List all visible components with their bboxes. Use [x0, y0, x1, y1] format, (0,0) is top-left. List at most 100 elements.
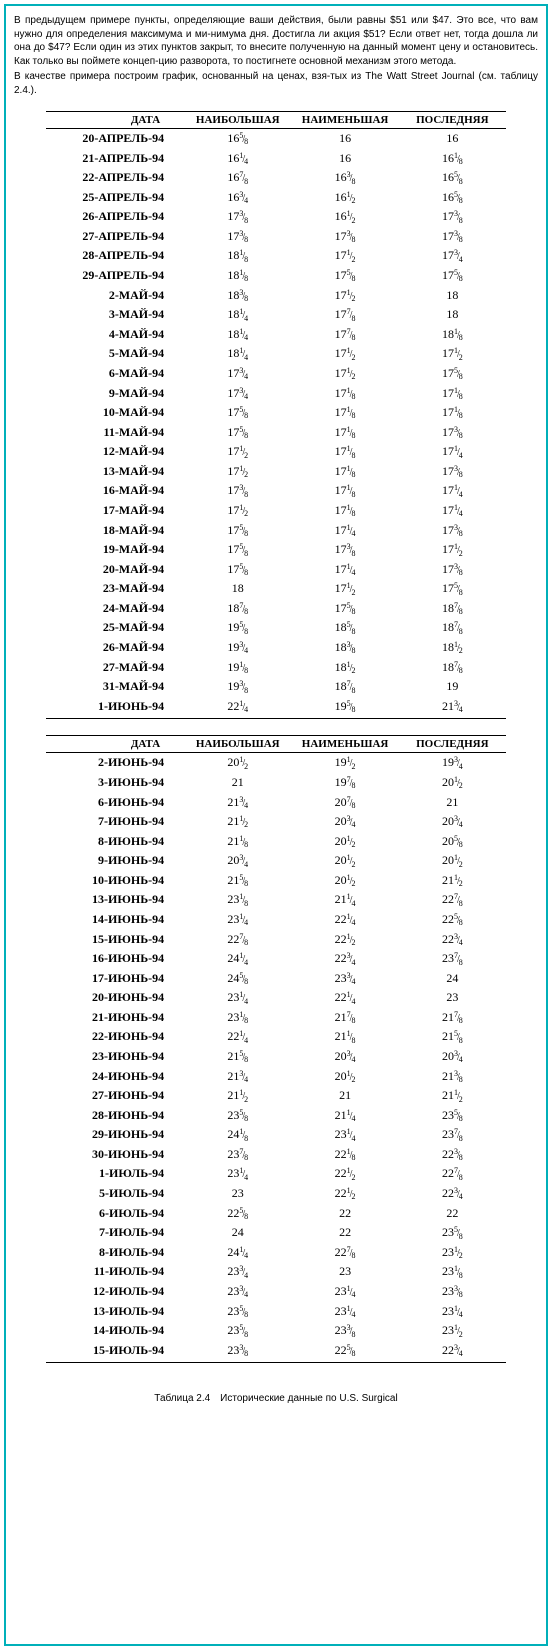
cell-date: 2-ИЮНЬ-94	[46, 753, 184, 773]
table-row: 1-ИЮНЬ-94221/4195/8213/4	[46, 697, 506, 719]
cell-low: 175/8	[291, 266, 398, 286]
cell-date: 31-МАЙ-94	[46, 677, 184, 697]
cell-high: 231/4	[184, 1164, 291, 1184]
cell-date: 15-ИЮЛЬ-94	[46, 1341, 184, 1363]
cell-high: 213/4	[184, 1067, 291, 1087]
cell-low: 211/4	[291, 890, 398, 910]
cell-low: 221/4	[291, 988, 398, 1008]
cell-high: 193/8	[184, 677, 291, 697]
cell-high: 227/8	[184, 930, 291, 950]
cell-high: 173/8	[184, 227, 291, 247]
table-row: 14-ИЮЛЬ-94235/8233/8231/2	[46, 1321, 506, 1341]
cell-high: 161/4	[184, 149, 291, 169]
cell-last: 227/8	[399, 890, 506, 910]
cell-last: 171/4	[399, 481, 506, 501]
table-row: 31-МАЙ-94193/8187/819	[46, 677, 506, 697]
cell-date: 3-МАЙ-94	[46, 305, 184, 325]
cell-last: 201/2	[399, 773, 506, 793]
cell-last: 231/2	[399, 1243, 506, 1263]
cell-low: 197/8	[291, 773, 398, 793]
table-row: 4-МАЙ-94181/4177/8181/8	[46, 325, 506, 345]
cell-high: 241/4	[184, 949, 291, 969]
table-row: 28-ИЮНЬ-94235/8211/4235/8	[46, 1106, 506, 1126]
cell-high: 187/8	[184, 599, 291, 619]
table-row: 25-АПРЕЛЬ-94163/4161/2165/8	[46, 188, 506, 208]
col-header-low: НАИМЕНЬШАЯ	[291, 112, 398, 129]
cell-high: 211/8	[184, 832, 291, 852]
cell-low: 173/8	[291, 227, 398, 247]
table-row: 11-ИЮЛЬ-94233/423231/8	[46, 1262, 506, 1282]
cell-high: 231/8	[184, 1008, 291, 1028]
table-row: 15-ИЮНЬ-94227/8221/2223/4	[46, 930, 506, 950]
cell-date: 1-ИЮНЬ-94	[46, 697, 184, 719]
cell-date: 20-АПРЕЛЬ-94	[46, 129, 184, 149]
table-row: 25-МАЙ-94195/8185/8187/8	[46, 618, 506, 638]
cell-date: 27-АПРЕЛЬ-94	[46, 227, 184, 247]
cell-last: 205/8	[399, 832, 506, 852]
cell-last: 181/8	[399, 325, 506, 345]
cell-high: 225/8	[184, 1204, 291, 1224]
cell-date: 17-МАЙ-94	[46, 501, 184, 521]
cell-high: 215/8	[184, 1047, 291, 1067]
cell-low: 231/4	[291, 1282, 398, 1302]
table-row: 16-ИЮНЬ-94241/4223/4237/8	[46, 949, 506, 969]
cell-last: 223/4	[399, 1341, 506, 1363]
table-row: 17-ИЮНЬ-94245/8233/424	[46, 969, 506, 989]
cell-date: 16-МАЙ-94	[46, 481, 184, 501]
cell-last: 203/4	[399, 812, 506, 832]
cell-low: 171/8	[291, 384, 398, 404]
cell-date: 21-ИЮНЬ-94	[46, 1008, 184, 1028]
cell-high: 211/2	[184, 812, 291, 832]
cell-last: 227/8	[399, 1164, 506, 1184]
cell-last: 235/8	[399, 1223, 506, 1243]
cell-high: 18	[184, 579, 291, 599]
col-header-last: ПОСЛЕДНЯЯ	[399, 112, 506, 129]
cell-high: 193/4	[184, 638, 291, 658]
cell-date: 6-ИЮЛЬ-94	[46, 1204, 184, 1224]
cell-date: 17-ИЮНЬ-94	[46, 969, 184, 989]
cell-low: 231/4	[291, 1302, 398, 1322]
table-row: 8-ИЮНЬ-94211/8201/2205/8	[46, 832, 506, 852]
cell-date: 1-ИЮЛЬ-94	[46, 1164, 184, 1184]
cell-high: 171/2	[184, 462, 291, 482]
cell-high: 175/8	[184, 560, 291, 580]
cell-low: 16	[291, 149, 398, 169]
cell-high: 175/8	[184, 521, 291, 541]
cell-last: 231/8	[399, 1262, 506, 1282]
cell-last: 223/8	[399, 1145, 506, 1165]
cell-last: 235/8	[399, 1106, 506, 1126]
cell-last: 165/8	[399, 188, 506, 208]
cell-low: 221/8	[291, 1145, 398, 1165]
cell-low: 22	[291, 1204, 398, 1224]
cell-date: 15-ИЮНЬ-94	[46, 930, 184, 950]
cell-date: 10-ИЮНЬ-94	[46, 871, 184, 891]
table-1-body: 20-АПРЕЛЬ-94165/8161621-АПРЕЛЬ-94161/416…	[46, 129, 506, 719]
cell-high: 235/8	[184, 1321, 291, 1341]
cell-last: 171/4	[399, 442, 506, 462]
table-row: 2-МАЙ-94183/8171/218	[46, 286, 506, 306]
cell-last: 175/8	[399, 364, 506, 384]
cell-low: 225/8	[291, 1341, 398, 1363]
cell-date: 10-МАЙ-94	[46, 403, 184, 423]
table-row: 2-ИЮНЬ-94201/2191/2193/4	[46, 753, 506, 773]
table-row: 16-МАЙ-94173/8171/8171/4	[46, 481, 506, 501]
table-row: 10-МАЙ-94175/8171/8171/8	[46, 403, 506, 423]
cell-low: 21	[291, 1086, 398, 1106]
cell-date: 18-МАЙ-94	[46, 521, 184, 541]
cell-last: 213/8	[399, 1067, 506, 1087]
cell-date: 11-ИЮЛЬ-94	[46, 1262, 184, 1282]
cell-last: 173/4	[399, 246, 506, 266]
cell-date: 5-ИЮЛЬ-94	[46, 1184, 184, 1204]
cell-high: 233/4	[184, 1282, 291, 1302]
table-row: 13-МАЙ-94171/2171/8173/8	[46, 462, 506, 482]
cell-low: 207/8	[291, 793, 398, 813]
table-row: 15-ИЮЛЬ-94233/8225/8223/4	[46, 1341, 506, 1363]
table-row: 8-ИЮЛЬ-94241/4227/8231/2	[46, 1243, 506, 1263]
table-row: 24-ИЮНЬ-94213/4201/2213/8	[46, 1067, 506, 1087]
cell-low: 171/2	[291, 344, 398, 364]
table-row: 24-МАЙ-94187/8175/8187/8	[46, 599, 506, 619]
cell-last: 187/8	[399, 658, 506, 678]
cell-high: 201/2	[184, 753, 291, 773]
cell-last: 19	[399, 677, 506, 697]
cell-high: 221/4	[184, 1027, 291, 1047]
